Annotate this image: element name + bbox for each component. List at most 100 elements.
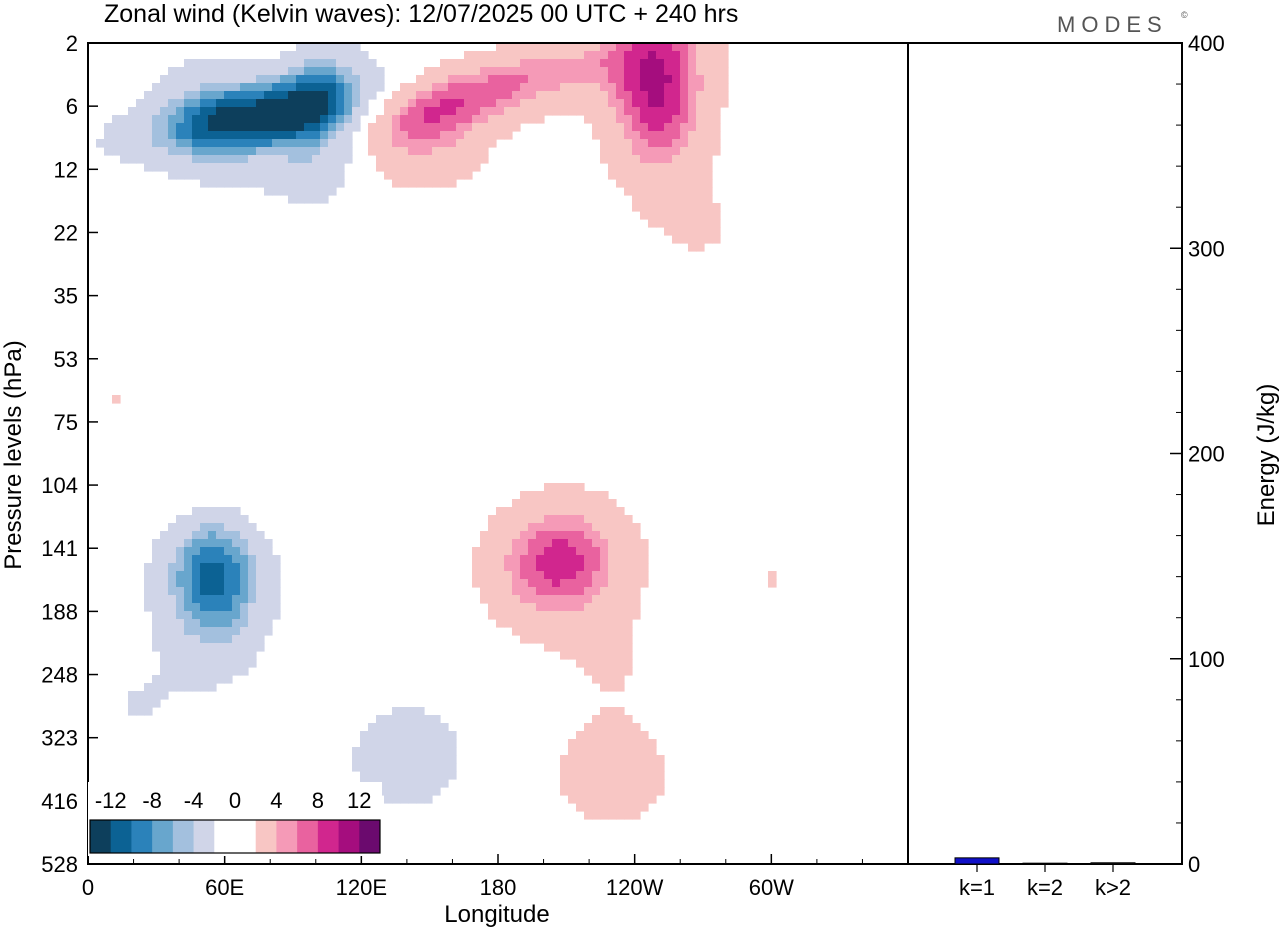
heatmap-cell: [456, 83, 465, 92]
heatmap-cell: [672, 131, 681, 140]
heatmap-cell: [616, 171, 625, 180]
heatmap-cell: [568, 91, 577, 100]
colorbar-swatch: [276, 820, 298, 853]
heatmap-cell: [392, 131, 401, 140]
heatmap-cell: [232, 179, 241, 188]
heatmap-cell: [288, 91, 297, 100]
heatmap-cell: [176, 603, 185, 612]
heatmap-cell: [472, 59, 481, 68]
heatmap-cell: [488, 131, 497, 140]
heatmap-cell: [640, 99, 649, 108]
heatmap-cell: [656, 219, 665, 228]
heatmap-cell: [296, 43, 305, 52]
heatmap-cell: [720, 99, 729, 108]
heatmap-cell: [544, 547, 553, 556]
heatmap-cell: [552, 643, 561, 652]
heatmap-cell: [128, 699, 137, 708]
y-tick-label: 12: [54, 157, 78, 182]
heatmap-cell: [584, 763, 593, 772]
heatmap-cell: [768, 579, 777, 588]
heatmap-cell: [152, 683, 161, 692]
heatmap-cell: [120, 155, 129, 164]
heatmap-cell: [656, 195, 665, 204]
y-tick-label: 248: [41, 663, 78, 688]
heatmap-cell: [168, 171, 177, 180]
heatmap-cell: [368, 723, 377, 732]
heatmap-cell: [592, 507, 601, 516]
heatmap-cell: [472, 107, 481, 116]
heatmap-cell: [376, 163, 385, 172]
heatmap-cell: [296, 195, 305, 204]
heatmap-cell: [208, 563, 217, 572]
heatmap-cell: [264, 83, 273, 92]
heatmap-cell: [600, 147, 609, 156]
heatmap-cell: [600, 51, 609, 60]
heatmap-cell: [440, 147, 449, 156]
heatmap-cell: [688, 43, 697, 52]
heatmap-cell: [176, 67, 185, 76]
heatmap-cell: [408, 755, 417, 764]
heatmap-cell: [592, 739, 601, 748]
energy-category-label: k=2: [1027, 875, 1063, 900]
heatmap-cell: [688, 203, 697, 212]
heatmap-cell: [608, 99, 617, 108]
heatmap-cell: [160, 659, 169, 668]
heatmap-cell: [712, 203, 721, 212]
heatmap-cell: [168, 155, 177, 164]
heatmap-cell: [608, 795, 617, 804]
heatmap-cell: [632, 59, 641, 68]
heatmap-cell: [216, 555, 225, 564]
heatmap-cell: [512, 83, 521, 92]
heatmap-cell: [176, 683, 185, 692]
heatmap-cell: [672, 75, 681, 84]
heatmap-cell: [632, 555, 641, 564]
heatmap-cell: [416, 155, 425, 164]
heatmap-cell: [568, 579, 577, 588]
heatmap-cell: [424, 99, 433, 108]
heatmap-cell: [608, 499, 617, 508]
heatmap-cell: [576, 603, 585, 612]
heatmap-cell: [648, 67, 657, 76]
heatmap-cell: [648, 163, 657, 172]
heatmap-cell: [208, 179, 217, 188]
heatmap-cell: [672, 155, 681, 164]
heatmap-cell: [624, 171, 633, 180]
heatmap-cell: [584, 523, 593, 532]
heatmap-cell: [168, 115, 177, 124]
heatmap-cell: [232, 547, 241, 556]
heatmap-cell: [592, 675, 601, 684]
heatmap-cell: [248, 147, 257, 156]
heatmap-cell: [640, 123, 649, 132]
heatmap-cell: [200, 507, 209, 516]
heatmap-cell: [272, 587, 281, 596]
heatmap-cell: [224, 107, 233, 116]
heatmap-cell: [632, 163, 641, 172]
heatmap-cell: [296, 75, 305, 84]
heatmap-cell: [648, 99, 657, 108]
heatmap-cell: [464, 91, 473, 100]
heatmap-cell: [200, 635, 209, 644]
heatmap-cell: [616, 131, 625, 140]
heatmap-cell: [568, 555, 577, 564]
heatmap-cell: [136, 147, 145, 156]
heatmap-cell: [616, 579, 625, 588]
heatmap-cell: [584, 91, 593, 100]
heatmap-cell: [320, 139, 329, 148]
heatmap-cell: [352, 59, 361, 68]
heatmap-cell: [568, 627, 577, 636]
heatmap-cell: [312, 155, 321, 164]
heatmap-cell: [200, 179, 209, 188]
heatmap-cell: [392, 779, 401, 788]
heatmap-cell: [432, 163, 441, 172]
heatmap-cell: [232, 563, 241, 572]
heatmap-cell: [592, 811, 601, 820]
heatmap-cell: [208, 59, 217, 68]
heatmap-cell: [544, 83, 553, 92]
heatmap-cell: [360, 67, 369, 76]
heatmap-cell: [584, 635, 593, 644]
heatmap-cell: [688, 155, 697, 164]
heatmap-cell: [192, 635, 201, 644]
heatmap-cell: [400, 779, 409, 788]
heatmap-cell: [320, 163, 329, 172]
heatmap-cell: [296, 115, 305, 124]
